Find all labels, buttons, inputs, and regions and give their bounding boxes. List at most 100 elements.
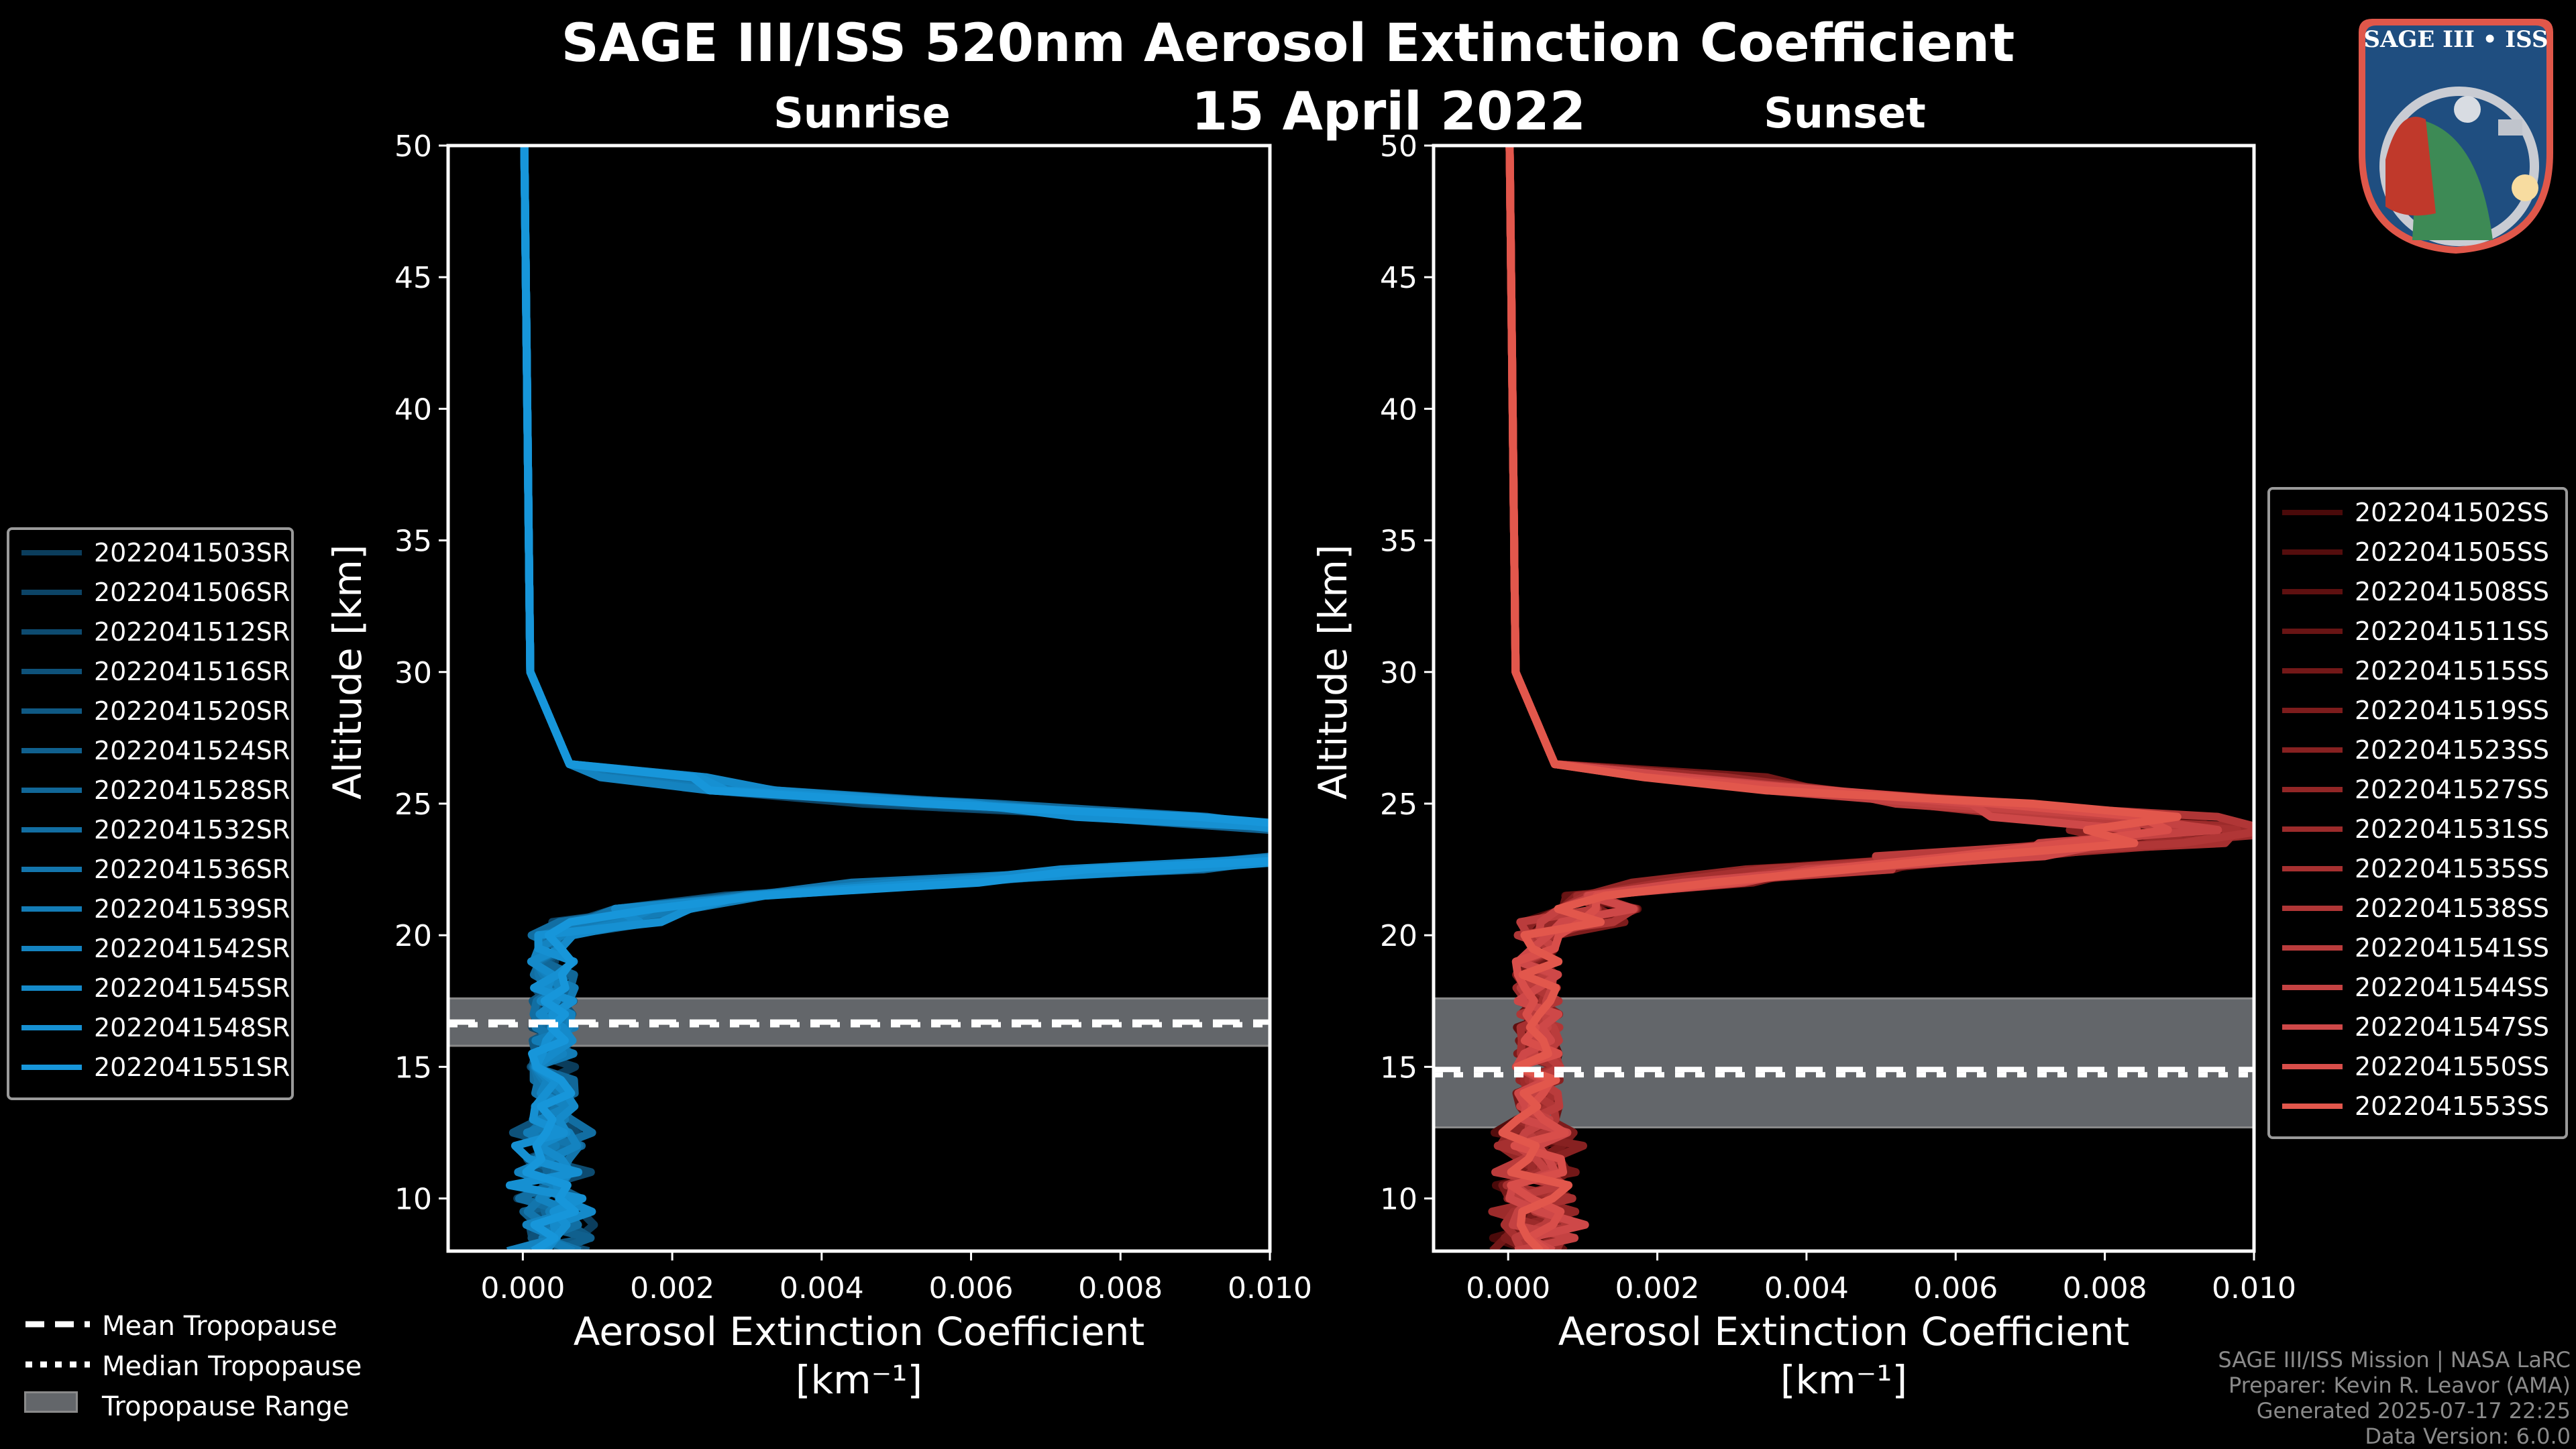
legend-item: 2022041536SR [9, 852, 291, 885]
legend-swatch [2282, 668, 2343, 674]
legend-swatch [21, 788, 82, 793]
sunset-xtick-label-2: 0.004 [1764, 1271, 1849, 1305]
sunrise-ytick-label-10: 10 [394, 1183, 432, 1217]
legend-label: 2022041542SR [94, 934, 290, 963]
sunset-subtitle: Sunset [1764, 89, 1926, 138]
legend-swatch [21, 669, 82, 674]
legend-item: 2022041508SS [2270, 574, 2565, 608]
legend-swatch [2282, 1024, 2343, 1030]
sunset-ytick-label-15: 15 [1380, 1051, 1417, 1085]
sunset-ylabel: Altitude [km] [1310, 545, 1356, 800]
legend-item: 2022041512SR [9, 614, 291, 648]
sunrise-series-2022041512SR [520, 146, 1270, 1251]
legend-item: 2022041541SS [2270, 930, 2565, 964]
credit-mission: SAGE III/ISS Mission | NASA LaRC [2218, 1347, 2571, 1373]
legend-label: 2022041519SS [2355, 696, 2550, 725]
legend-swatch [21, 1025, 82, 1030]
legend-label: 2022041520SR [94, 696, 290, 726]
sunset-ytick-label-35: 35 [1380, 525, 1417, 559]
sunset-xtick-label-5: 0.010 [2212, 1271, 2296, 1305]
sunrise-ytick-label-45: 45 [394, 261, 432, 295]
legend-label: 2022041535SS [2355, 854, 2550, 883]
sunrise-ylabel: Altitude [km] [325, 545, 370, 800]
legend-item: 2022041516SR [9, 654, 291, 688]
legend-item: 2022041523SS [2270, 733, 2565, 766]
sunrise-series-2022041542SR [506, 146, 1270, 1251]
legend-swatch [2282, 787, 2343, 792]
wizard-icon [2385, 117, 2436, 216]
sunset-ytick-label-20: 20 [1380, 919, 1417, 953]
legend-label: 2022041515SS [2355, 656, 2550, 686]
sunrise-xtick-label-3: 0.006 [929, 1271, 1014, 1305]
legend-swatch [2282, 866, 2343, 871]
legend-swatch [2282, 985, 2343, 990]
legend-label: 2022041531SS [2355, 814, 2550, 844]
sunset-ytick-label-50: 50 [1380, 129, 1417, 164]
legend-label: 2022041551SR [94, 1053, 290, 1082]
sunrise-series-2022041532SR [515, 146, 1270, 1251]
sunrise-series-2022041520SR [515, 146, 1270, 1251]
sunrise-series-2022041539SR [520, 146, 1270, 1251]
sunrise-series-2022041503SR [513, 146, 1270, 1251]
legend-item: 2022041511SS [2270, 614, 2565, 647]
credit-preparer: Preparer: Kevin R. Leavor (AMA) [2228, 1373, 2571, 1398]
legend-item: 2022041519SS [2270, 693, 2565, 727]
moon-icon [2454, 96, 2481, 123]
sunrise-series-2022041551SR [520, 146, 1270, 1251]
dotted-line-icon [25, 1361, 90, 1368]
sunset-plot-area: 10 15 20 25 30 35 40 45 50 0.000 0.002 0.004 0.006 0.… [1310, 129, 2296, 1403]
legend-swatch [2282, 510, 2343, 515]
sunrise-axes-frame [446, 144, 1272, 1253]
sunrise-profiles [505, 146, 1270, 1251]
sunrise-xtick-label-4: 0.008 [1078, 1271, 1163, 1305]
legend-label: 2022041506SR [94, 578, 290, 607]
legend-item: 2022041506SR [9, 575, 291, 608]
legend-item: 2022041545SR [9, 971, 291, 1004]
range-band-icon [24, 1391, 78, 1413]
legend-item: 2022041539SR [9, 892, 291, 925]
sunrise-xlabel-unit: [km⁻¹] [796, 1357, 922, 1403]
legend-swatch [21, 985, 82, 991]
legend-swatch [2282, 1064, 2343, 1069]
legend-label: 2022041550SS [2355, 1052, 2550, 1081]
credit-data-version: Data Version: 6.0.0 [2365, 1424, 2571, 1449]
legend-label: 2022041539SR [94, 894, 290, 924]
legend-swatch [21, 867, 82, 872]
sunset-ytick-label-40: 40 [1380, 392, 1417, 427]
credit-generated: Generated 2025-07-17 22:25 [2256, 1398, 2571, 1424]
legend-item: 2022041527SS [2270, 772, 2565, 806]
chart-date: 15 April 2022 [1191, 82, 1587, 142]
legend-label: 2022041536SR [94, 855, 290, 884]
legend-label: 2022041548SR [94, 1013, 290, 1042]
legend-swatch [2282, 1104, 2343, 1109]
legend-item: 2022041544SS [2270, 970, 2565, 1004]
sunrise-xlabel: Aerosol Extinction Coefficient [574, 1309, 1145, 1354]
sunset-ytick-label-10: 10 [1380, 1183, 1417, 1217]
sunrise-series-2022041545SR [520, 146, 1270, 1251]
legend-label: 2022041553SS [2355, 1091, 2550, 1121]
legend-swatch [21, 708, 82, 714]
sunset-legend: 2022041502SS 2022041505SS 2022041508SS 2022… [2267, 487, 2568, 1139]
legend-swatch [2282, 945, 2343, 951]
sunset-ytick-label-25: 25 [1380, 788, 1417, 822]
legend-label: 2022041508SS [2355, 577, 2550, 606]
dashed-line-icon [25, 1321, 90, 1328]
legend-label: 2022041524SR [94, 736, 290, 765]
legend-item: 2022041528SR [9, 773, 291, 806]
legend-swatch [2282, 629, 2343, 634]
legend-label: 2022041511SS [2355, 616, 2550, 646]
sunset-xlabel: Aerosol Extinction Coefficient [1558, 1309, 2130, 1354]
legend-label: 2022041512SR [94, 617, 290, 647]
legend-swatch [2282, 747, 2343, 753]
sunrise-ytick-label-30: 30 [394, 656, 432, 690]
legend-swatch [21, 1065, 82, 1070]
sunrise-xtick-label-1: 0.002 [630, 1271, 714, 1305]
legend-label: 2022041505SS [2355, 537, 2550, 567]
legend-swatch [21, 906, 82, 912]
sunrise-ytick-label-20: 20 [394, 919, 432, 953]
legend-swatch [21, 946, 82, 951]
legend-label: 2022041527SS [2355, 775, 2550, 804]
sunrise-plot-area: 10 15 20 25 30 35 40 45 50 0.000 0.002 0.004 0.006 0.… [325, 129, 1312, 1403]
logo-ring [2379, 87, 2539, 246]
